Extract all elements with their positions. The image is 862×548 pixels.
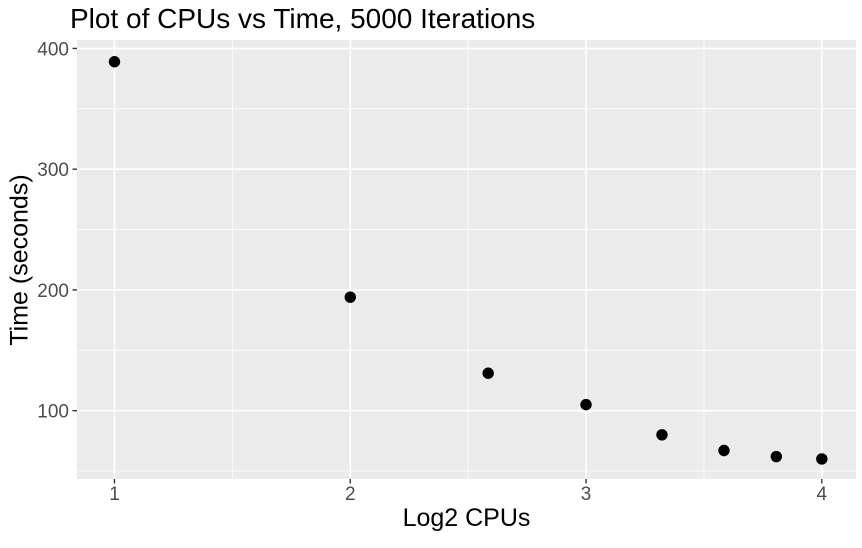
data-point	[718, 444, 730, 457]
x-tick-label: 2	[345, 484, 356, 505]
chart-title: Plot of CPUs vs Time, 5000 Iterations	[70, 3, 536, 34]
data-point	[108, 56, 121, 68]
data-point	[580, 398, 592, 411]
y-tick-label: 100	[37, 402, 69, 423]
data-point	[816, 453, 828, 465]
x-tick-label: 3	[581, 484, 592, 505]
plot-panel	[77, 40, 856, 479]
data-point	[770, 450, 783, 463]
y-tick-label: 400	[37, 39, 69, 60]
x-tick-label: 4	[817, 484, 828, 505]
y-axis-title: Time (seconds)	[5, 174, 34, 346]
x-axis-title: Log2 CPUs	[402, 504, 531, 532]
data-point	[344, 291, 356, 303]
data-point	[656, 429, 668, 441]
y-tick-label: 300	[37, 160, 69, 181]
x-tick-label: 1	[109, 484, 120, 505]
data-point	[482, 367, 494, 379]
y-tick-label: 200	[37, 281, 69, 302]
